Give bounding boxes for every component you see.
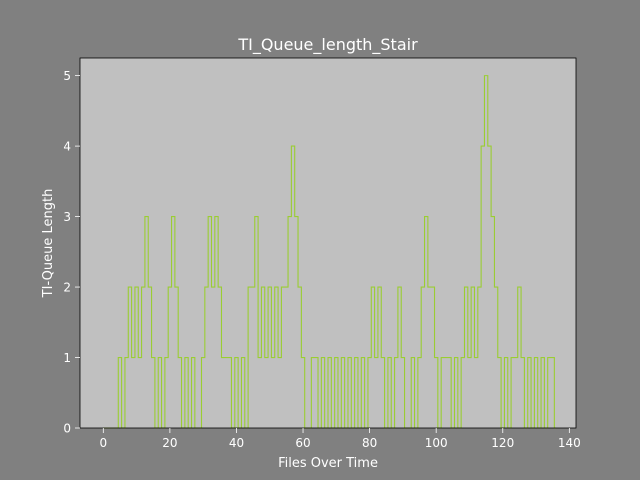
y-ticks: 0 1 2 3 4 5 xyxy=(63,69,80,436)
axes-spines xyxy=(79,57,577,429)
x-tick-label: 60 xyxy=(295,436,310,450)
y-axis-label: TI-Queue Length xyxy=(41,189,56,299)
y-tick-label: 3 xyxy=(63,210,71,224)
x-tick-label: 80 xyxy=(362,436,377,450)
x-tick-label: 40 xyxy=(229,436,244,450)
y-tick-label: 1 xyxy=(63,351,71,365)
chart-title: TI_Queue_length_Stair xyxy=(237,35,418,55)
y-tick-label: 5 xyxy=(63,69,71,83)
x-axis-label: Files Over Time xyxy=(278,456,378,471)
x-tick-label: 140 xyxy=(558,436,581,450)
x-tick-label: 0 xyxy=(99,436,107,450)
y-tick-label: 0 xyxy=(63,422,71,436)
axes-frame xyxy=(79,57,577,429)
y-tick-label: 4 xyxy=(63,140,71,154)
x-tick-label: 100 xyxy=(425,436,448,450)
y-tick-label: 2 xyxy=(63,281,71,295)
x-tick-label: 20 xyxy=(162,436,177,450)
x-tick-label: 120 xyxy=(491,436,514,450)
x-ticks: 0 20 40 60 80 100 120 140 xyxy=(99,428,581,450)
